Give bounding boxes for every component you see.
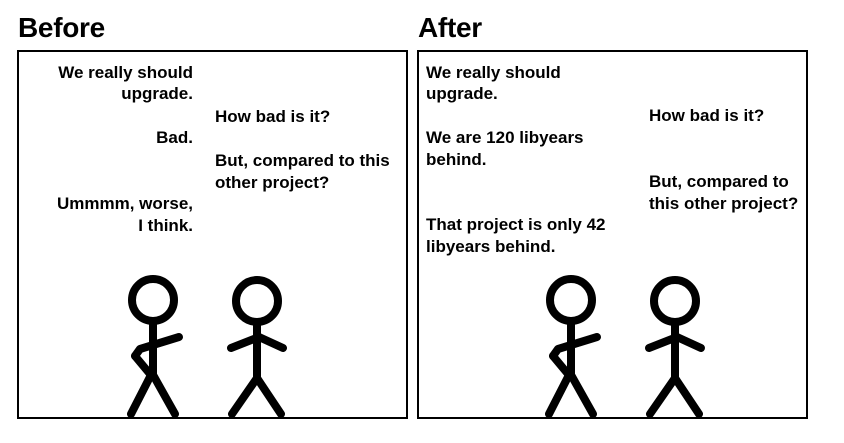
before-panel: We really should upgrade. How bad is it?… xyxy=(17,50,408,419)
before-line-right-1: How bad is it? xyxy=(215,107,331,126)
after-line-left-3a: That project is only 42 xyxy=(426,215,606,234)
before-stick-figures xyxy=(127,275,287,417)
after-line-left-3b: libyears behind. xyxy=(426,237,556,256)
after-line-right-2b: this other project? xyxy=(649,194,799,213)
before-line-left-3a: Ummmm, worse, xyxy=(56,194,193,213)
after-stick-figure-left xyxy=(545,275,601,417)
before-line-left-3b: I think. xyxy=(138,216,193,235)
before-line-right-2a: But, compared to this xyxy=(215,151,390,170)
after-panel-title: After xyxy=(418,12,482,43)
before-stick-figure-left xyxy=(127,275,183,417)
after-stick-figures xyxy=(545,275,705,417)
after-line-left-2a: We are 120 libyears xyxy=(426,128,584,147)
before-stick-figure-right xyxy=(227,276,287,417)
after-stick-figure-right xyxy=(645,276,705,417)
before-line-left-2: Bad. xyxy=(156,128,193,147)
before-line-left-1a: We really should xyxy=(58,63,193,82)
before-panel-title: Before xyxy=(18,12,105,43)
after-line-left-2b: behind. xyxy=(426,150,487,169)
after-line-left-1b: upgrade. xyxy=(426,84,498,103)
after-panel: We really should upgrade. How bad is it?… xyxy=(417,50,808,419)
after-line-right-2a: But, compared to xyxy=(649,172,789,191)
before-line-right-2b: other project? xyxy=(215,173,330,192)
after-line-right-1: How bad is it? xyxy=(649,106,765,125)
before-line-left-1b: upgrade. xyxy=(121,84,193,103)
after-line-left-1a: We really should xyxy=(426,63,561,82)
